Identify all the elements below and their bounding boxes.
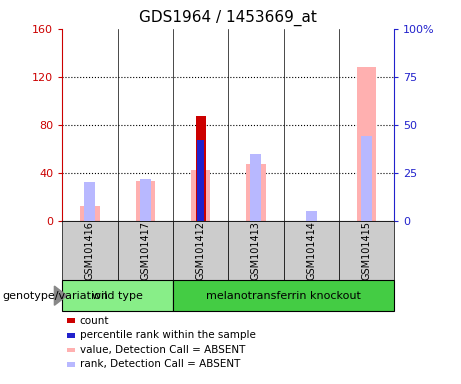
Text: value, Detection Call = ABSENT: value, Detection Call = ABSENT (80, 345, 245, 355)
Text: GSM101413: GSM101413 (251, 221, 261, 280)
Bar (197, 140, 204, 221)
Bar (84, 182, 95, 221)
Bar (246, 164, 266, 221)
Text: rank, Detection Call = ABSENT: rank, Detection Call = ABSENT (80, 359, 240, 369)
Bar (250, 154, 261, 221)
Text: percentile rank within the sample: percentile rank within the sample (80, 330, 256, 340)
Bar (191, 170, 210, 221)
Text: wild type: wild type (92, 291, 143, 301)
Text: GSM101416: GSM101416 (85, 221, 95, 280)
Text: GSM101417: GSM101417 (140, 221, 150, 280)
Title: GDS1964 / 1453669_at: GDS1964 / 1453669_at (139, 10, 317, 26)
Text: melanotransferrin knockout: melanotransferrin knockout (206, 291, 361, 301)
Bar (195, 116, 206, 221)
Text: genotype/variation: genotype/variation (2, 291, 108, 301)
Text: GSM101415: GSM101415 (361, 221, 372, 280)
Text: GSM101412: GSM101412 (195, 221, 206, 280)
Text: GSM101414: GSM101414 (306, 221, 316, 280)
Bar (136, 181, 155, 221)
Bar (357, 67, 376, 221)
Text: count: count (80, 316, 109, 326)
Bar (306, 211, 317, 221)
Bar (140, 179, 151, 221)
Bar (80, 207, 100, 221)
Bar (361, 136, 372, 221)
